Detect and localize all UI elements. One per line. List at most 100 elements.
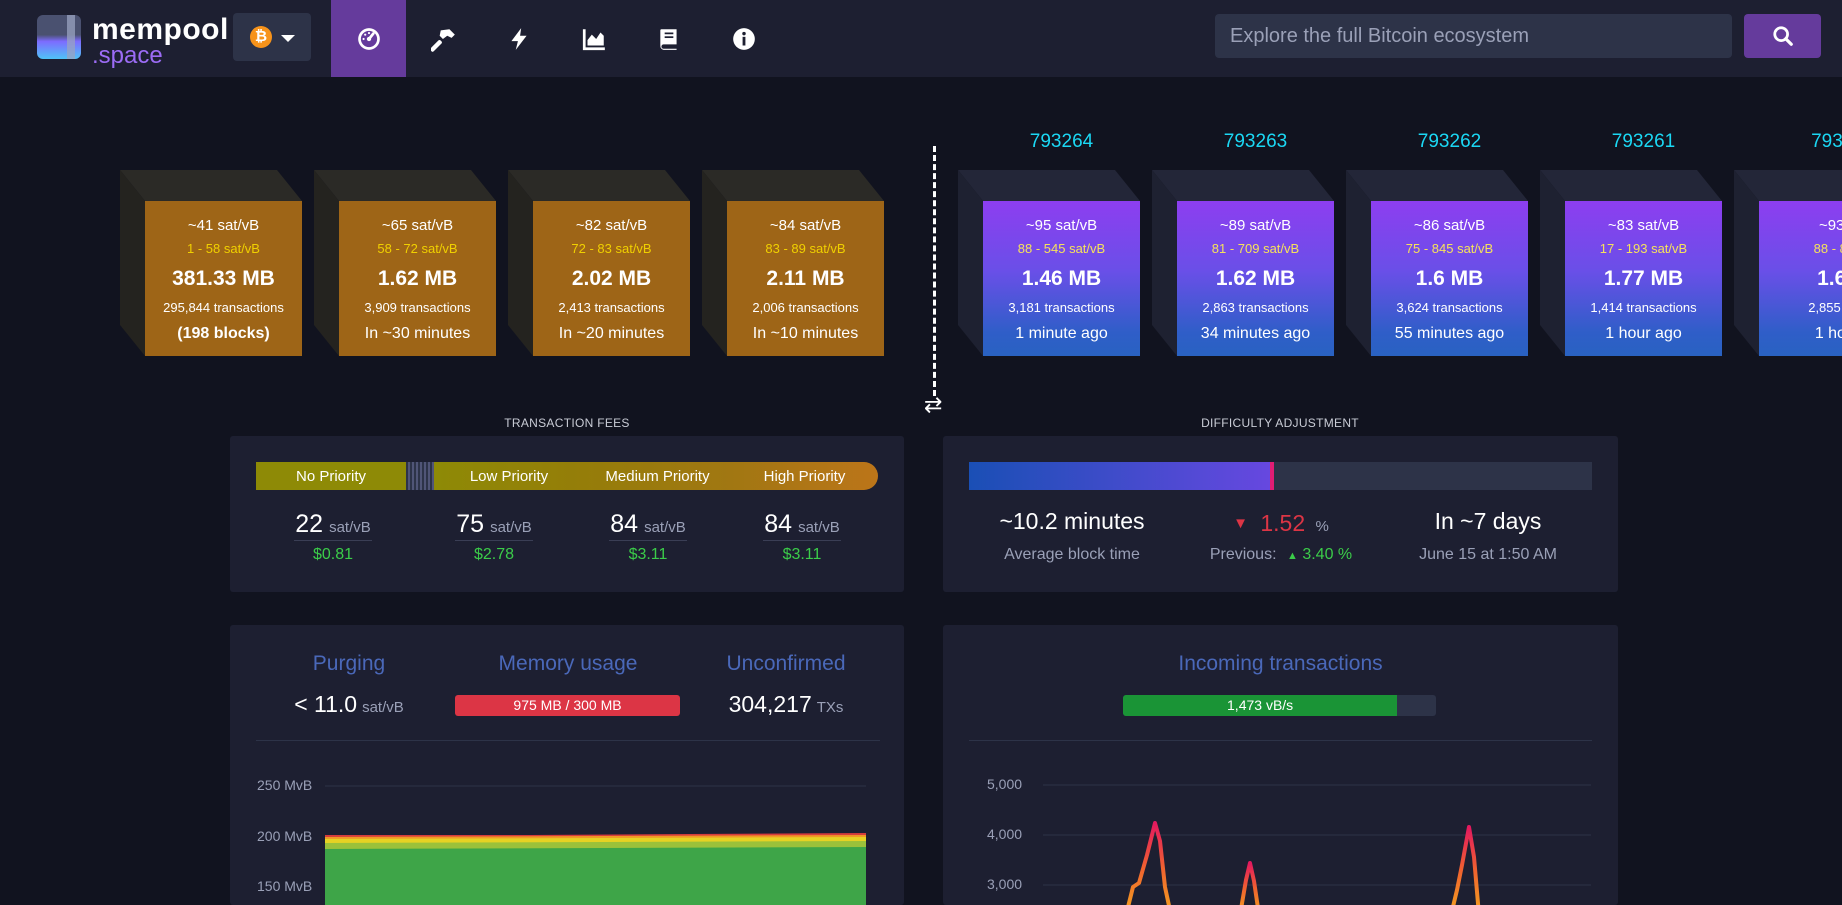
block-tx-count: 2,855 tran [1808,300,1842,315]
fee-high-priority: 84 sat/vB [742,510,862,539]
block-median-fee: ~86 sat/vB [1413,217,1486,234]
mempool-area-green [325,839,866,905]
fee-unit: sat/vB [798,519,840,536]
projected-block[interactable]: ~41 sat/vB 1 - 58 sat/vB 381.33 MB 295,844 … [120,170,302,356]
fee-unit: sat/vB [329,519,371,536]
logo-text-space: .space [92,42,163,69]
mined-block[interactable]: ~83 sat/vB 17 - 193 sat/vB 1.77 MB 1,414 tr… [1540,170,1722,356]
projected-block[interactable]: ~84 sat/vB 83 - 89 sat/vB 2.11 MB 2,006 tra… [702,170,884,356]
incoming-line [1451,825,1481,905]
mined-block[interactable]: ~86 sat/vB 75 - 845 sat/vB 1.6 MB 3,624 tra… [1346,170,1528,356]
mined-block[interactable]: ~93 s 88 - 844 1.65 2,855 tran 1 hour [1734,170,1842,356]
top-navbar: mempool .space ₿ [0,0,1842,77]
y-tick-label: 5,000 [987,776,1023,792]
block-shadow [958,170,1140,356]
caret-down-icon: ▼ [1233,515,1248,532]
difficulty-previous: Previous: ▲ 3.40 % [1171,546,1391,564]
mined-block[interactable]: ~89 sat/vB 81 - 709 sat/vB 1.62 MB 2,863 tr… [1152,170,1334,356]
fee-value: 84 [764,510,793,538]
block-median-fee: ~41 sat/vB [187,217,260,234]
block-face: ~95 sat/vB 88 - 545 sat/vB 1.46 MB 3,181 tr… [983,201,1140,356]
network-selector[interactable]: ₿ [233,13,311,61]
chart-icon [582,28,605,50]
block-size: 381.33 MB [172,267,275,290]
fee-usd: $0.81 [312,546,354,563]
previous-value: 3.40 [1302,546,1334,563]
block-median-fee: ~93 s [1818,217,1842,234]
block-time: 1 minute ago [1015,325,1108,342]
nav-about[interactable] [706,0,781,77]
divider [256,740,880,741]
block-size: 2.02 MB [571,267,652,290]
block-tx-count: 3,181 transactions [1008,300,1115,315]
swap-arrows-icon[interactable]: ⇄ [924,392,943,417]
nav-mining[interactable] [406,0,481,77]
block-fee-range: 83 - 89 sat/vB [765,241,846,256]
mempool-area-red [325,833,866,837]
block-face: ~82 sat/vB 72 - 83 sat/vB 2.02 MB 2,413 tra… [533,201,690,356]
y-tick-label: 150 MvB [257,878,313,894]
mempool-graph[interactable] [230,625,904,905]
fee-unit: sat/vB [644,519,686,536]
block-shadow [314,170,496,356]
block-height-link[interactable]: 793263 [1223,131,1288,152]
unconfirmed-value: 304,217 TXs [676,691,896,718]
block-height-link[interactable]: 79326 [1811,131,1842,152]
avg-block-time: ~10.2 minutes [999,508,1145,534]
block-time: 55 minutes ago [1394,325,1505,342]
avg-block-time-label: Average block time [1004,546,1140,563]
block-median-fee: ~84 sat/vB [769,217,842,234]
mempool-logo[interactable]: mempool .space [37,13,228,69]
lightning-icon [510,27,527,50]
memory-usage-title: Memory usage [498,652,638,675]
block-shadow [508,170,690,356]
nav-graphs[interactable] [556,0,631,77]
block-median-fee: ~95 sat/vB [1025,217,1098,234]
block-tx-count: 295,844 transactions [163,300,284,315]
chevron-down-icon [281,35,295,42]
fee-underline [294,540,372,541]
y-tick-label: 250 MvB [257,777,313,793]
book-icon [659,28,677,50]
caret-up-icon: ▲ [1286,550,1298,562]
difficulty-eta: In ~7 days [1434,508,1542,534]
projected-block[interactable]: ~65 sat/vB 58 - 72 sat/vB 1.62 MB 3,909 tra… [314,170,496,356]
block-median-fee: ~65 sat/vB [381,217,454,234]
block-shadow [1152,170,1334,356]
search-button[interactable] [1744,14,1821,58]
block-height-link[interactable]: 793262 [1417,131,1482,152]
block-median-fee: ~83 sat/vB [1607,217,1680,234]
purging-unit: sat/vB [362,699,404,716]
unconfirmed-title: Unconfirmed [726,652,846,675]
block-time: (198 blocks) [177,325,270,342]
block-fee-range: 17 - 193 sat/vB [1599,241,1688,256]
block-height-link[interactable]: 793264 [1029,131,1094,152]
search-input[interactable] [1215,14,1732,58]
block-height-link[interactable]: 793261 [1611,131,1676,152]
block-size: 1.77 MB [1603,267,1684,290]
fee-gap [406,462,434,490]
incoming-graph[interactable] [943,625,1618,905]
fees-card: No Priority Low Priority Medium Priority… [230,436,904,592]
block-time: In ~20 minutes [558,325,665,342]
block-tx-count: 2,413 transactions [558,300,665,315]
mempool-card: Purging < 11.0 sat/vB Memory usage 975 MB… [230,625,904,905]
fee-usd: $2.78 [473,546,515,563]
fee-value: 84 [610,510,639,538]
fee-usd: $3.11 [628,546,668,563]
fee-label-no-priority: No Priority [256,462,406,490]
difficulty-change-unit: % [1315,518,1329,535]
nav-docs[interactable] [631,0,706,77]
info-icon [732,27,755,50]
nav-lightning[interactable] [481,0,556,77]
fee-label-low-priority: Low Priority [434,462,584,490]
logo-icon [37,15,81,59]
mempool-blockchain-divider [933,146,936,396]
block-size: 2.11 MB [766,267,845,290]
difficulty-change-value: 1.52 [1260,510,1306,536]
mined-block[interactable]: ~95 sat/vB 88 - 545 sat/vB 1.46 MB 3,181 tr… [958,170,1140,356]
projected-block[interactable]: ~82 sat/vB 72 - 83 sat/vB 2.02 MB 2,413 tra… [508,170,690,356]
difficulty-progress-bar [969,462,1592,490]
block-face: ~83 sat/vB 17 - 193 sat/vB 1.77 MB 1,414 tr… [1565,201,1722,356]
nav-dashboard[interactable] [331,0,406,77]
